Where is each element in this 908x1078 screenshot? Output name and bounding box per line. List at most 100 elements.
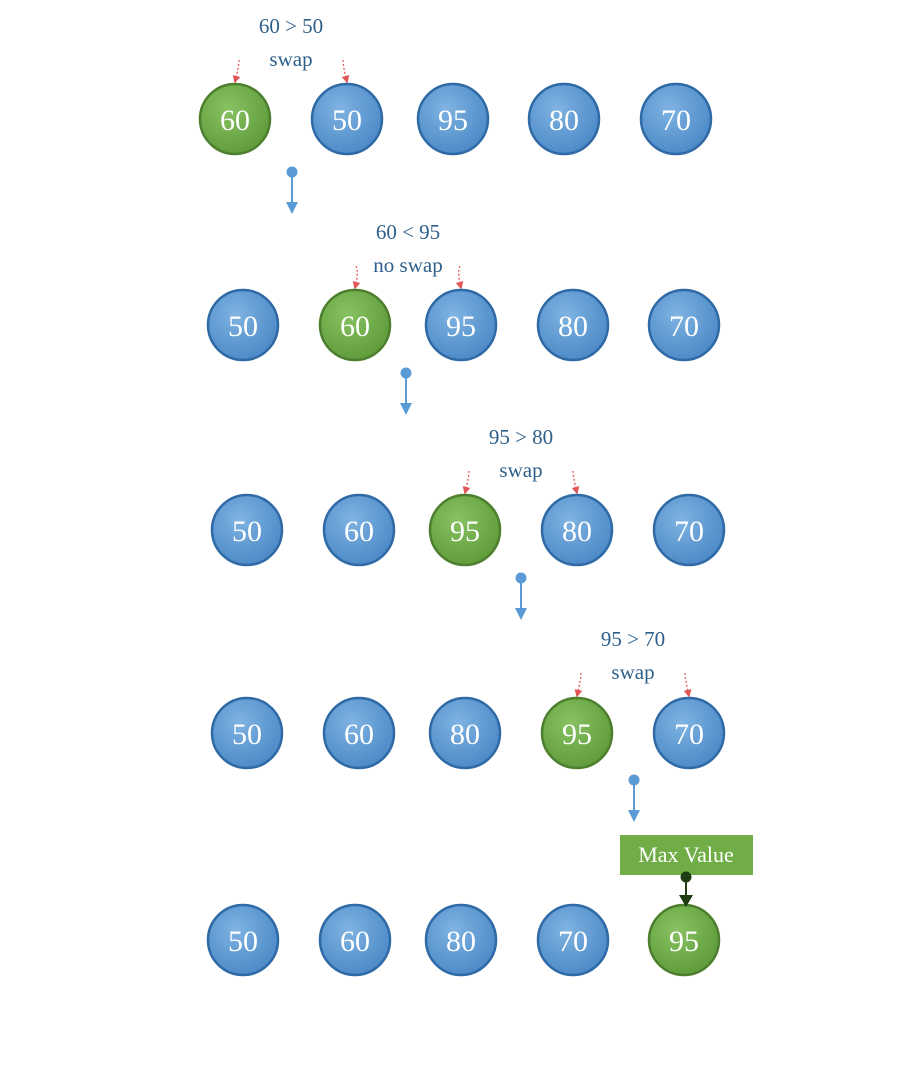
node-value: 70	[661, 104, 691, 137]
node-circle	[536, 288, 610, 362]
comparison-expression: 60 < 95	[376, 220, 440, 244]
compare-arrow-left	[232, 59, 241, 84]
max-value-label: Max Value	[638, 842, 734, 867]
value-node-r5-c1: 50	[206, 903, 280, 977]
node-circle	[210, 696, 284, 770]
node-value: 70	[674, 718, 704, 751]
node-circle	[206, 903, 280, 977]
value-node-r5-c3: 80	[424, 903, 498, 977]
active-node-circle	[318, 288, 392, 362]
value-node-r3-c1: 50	[210, 493, 284, 567]
node-value: 80	[446, 925, 476, 958]
node-value: 80	[549, 104, 579, 137]
node-value: 95	[438, 104, 468, 137]
active-node-circle	[428, 493, 502, 567]
node-value: 70	[674, 515, 704, 548]
node-circle	[428, 696, 502, 770]
node-circle	[536, 903, 610, 977]
comparison-result: swap	[611, 660, 654, 684]
step-down-arrow	[628, 774, 640, 822]
value-node-r4-c4: 95	[540, 696, 614, 770]
value-node-r1-c3: 95	[416, 82, 490, 156]
comparison-result: no swap	[373, 253, 442, 277]
node-value: 60	[344, 718, 374, 751]
node-circle	[310, 82, 384, 156]
compare-arrow-left	[352, 265, 361, 290]
comparison-expression: 95 > 80	[489, 425, 553, 449]
step-arrowhead	[400, 403, 412, 415]
node-circle	[322, 696, 396, 770]
node-value: 50	[332, 104, 362, 137]
value-node-r2-c3: 95	[424, 288, 498, 362]
node-circle	[540, 493, 614, 567]
node-circle	[652, 493, 726, 567]
value-node-r5-c4: 70	[536, 903, 610, 977]
active-node-circle	[540, 696, 614, 770]
node-circle	[424, 288, 498, 362]
max-pointer-arrowhead	[679, 895, 693, 907]
node-value: 50	[228, 310, 258, 343]
node-value: 50	[232, 718, 262, 751]
node-value: 95	[446, 310, 476, 343]
connector-layer	[232, 59, 692, 822]
node-value: 60	[344, 515, 374, 548]
step-arrowhead	[286, 202, 298, 214]
value-node-r2-c4: 80	[536, 288, 610, 362]
max-value-callout: Max Value	[620, 835, 753, 907]
node-circle	[424, 903, 498, 977]
node-value: 80	[562, 515, 592, 548]
value-node-r2-c5: 70	[647, 288, 721, 362]
step-down-arrow	[286, 166, 298, 214]
value-node-r3-c3: 95	[428, 493, 502, 567]
node-value: 80	[558, 310, 588, 343]
comparison-result: swap	[499, 458, 542, 482]
node-value: 70	[669, 310, 699, 343]
node-circle	[416, 82, 490, 156]
node-value: 50	[228, 925, 258, 958]
value-node-r1-c1: 60	[198, 82, 272, 156]
node-circle	[318, 903, 392, 977]
value-node-r2-c2: 60	[318, 288, 392, 362]
comparison-expression: 95 > 70	[601, 627, 665, 651]
value-node-r4-c1: 50	[210, 696, 284, 770]
node-circle	[639, 82, 713, 156]
step-arrowhead	[515, 608, 527, 620]
value-node-r3-c5: 70	[652, 493, 726, 567]
value-node-r1-c4: 80	[527, 82, 601, 156]
compare-arrow-right	[341, 59, 350, 84]
value-node-r4-c3: 80	[428, 696, 502, 770]
value-node-r1-c2: 50	[310, 82, 384, 156]
node-circle	[322, 493, 396, 567]
max-value-box	[620, 835, 753, 875]
compare-arrow-right	[571, 470, 580, 495]
step-arrowhead	[628, 810, 640, 822]
node-circle	[210, 493, 284, 567]
node-layer: 60 50 95 80 70 50 60 95 80 70 50 60 95 80 70 50 60 80 95 70…	[198, 82, 726, 977]
value-node-r5-c2: 60	[318, 903, 392, 977]
value-node-r4-c5: 70	[652, 696, 726, 770]
node-value: 60	[340, 310, 370, 343]
node-value: 50	[232, 515, 262, 548]
compare-arrow-left	[574, 672, 583, 698]
node-value: 95	[669, 925, 699, 958]
node-value: 60	[220, 104, 250, 137]
label-layer: 60 > 50 swap 60 < 95 no swap 95 > 80 swap 95 >…	[259, 14, 753, 907]
node-circle	[527, 82, 601, 156]
node-value: 80	[450, 718, 480, 751]
value-node-r5-c5: 95	[647, 903, 721, 977]
value-node-r4-c2: 60	[322, 696, 396, 770]
value-node-r3-c2: 60	[322, 493, 396, 567]
value-node-r3-c4: 80	[540, 493, 614, 567]
node-circle	[647, 288, 721, 362]
active-node-circle	[647, 903, 721, 977]
value-node-r2-c1: 50	[206, 288, 280, 362]
step-down-arrow	[515, 572, 527, 620]
node-circle	[206, 288, 280, 362]
node-value: 95	[562, 718, 592, 751]
node-value: 60	[340, 925, 370, 958]
compare-arrow-right	[683, 672, 692, 698]
value-node-r1-c5: 70	[639, 82, 713, 156]
step-down-arrow	[400, 367, 412, 415]
comparison-expression: 60 > 50	[259, 14, 323, 38]
